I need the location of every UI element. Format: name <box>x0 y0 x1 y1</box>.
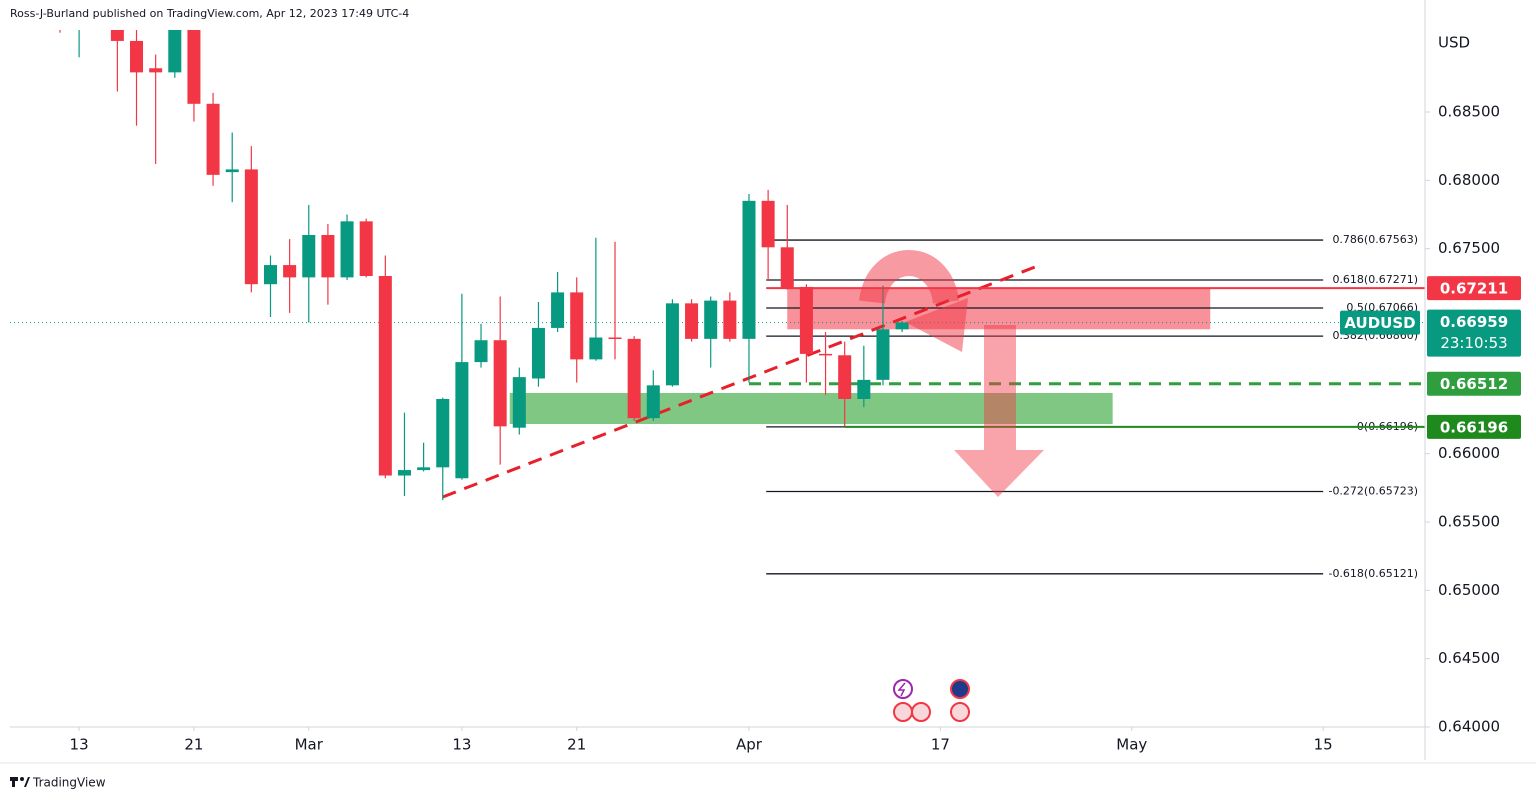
candle-body <box>608 337 622 339</box>
event-icon[interactable] <box>893 702 913 722</box>
zone <box>787 288 1211 330</box>
fib-label: 0.618(0.67271) <box>1332 273 1418 286</box>
price-badge <box>1427 414 1521 439</box>
candle-body <box>110 30 124 41</box>
candle-body <box>283 265 297 278</box>
candle-body <box>359 221 373 276</box>
y-tick-label: 0.65500 <box>1438 513 1500 531</box>
symbol-label: AUDUSD <box>1344 314 1415 332</box>
candle-body <box>302 235 316 278</box>
price-badge <box>1427 371 1521 396</box>
last-price-badge <box>1427 309 1521 357</box>
y-tick-label: 0.65000 <box>1438 581 1500 599</box>
x-tick-label: 21 <box>184 736 203 754</box>
price-badge-label: 0.67211 <box>1440 280 1508 298</box>
candle-body <box>244 169 258 285</box>
candle-body <box>780 247 794 289</box>
candle-body <box>704 300 718 339</box>
candle-body <box>838 355 852 399</box>
fib-label: -0.272(0.65723) <box>1328 485 1418 498</box>
y-tick-label: 0.64000 <box>1438 718 1500 736</box>
candle-body <box>92 0 105 3</box>
candle-body <box>876 329 890 380</box>
candle-body <box>436 399 450 468</box>
price-badge-label: 0.66512 <box>1440 375 1508 393</box>
currency-label: USD <box>1438 34 1470 52</box>
down-arrow-head <box>954 450 1044 497</box>
last-price-label: 0.66959 <box>1440 313 1508 331</box>
y-tick-label: 0.64500 <box>1438 649 1500 667</box>
candle-body <box>819 353 833 356</box>
plot-area: 0.786(0.67563)0.618(0.67271)0.5(0.67066)… <box>10 0 1425 722</box>
candle-body <box>263 265 277 285</box>
event-icon[interactable] <box>893 679 913 699</box>
event-icon[interactable] <box>950 702 970 722</box>
candle-body <box>187 30 201 104</box>
logo-mark <box>12 777 15 787</box>
trendline <box>442 263 1041 499</box>
candle-body <box>340 221 354 278</box>
price-badge <box>1427 276 1521 301</box>
curved-arrow <box>859 250 959 305</box>
x-tick-label: May <box>1116 736 1147 754</box>
overlay <box>859 250 1044 722</box>
y-tick-label: 0.67500 <box>1438 239 1500 257</box>
fib-label: 0.786(0.67563) <box>1332 233 1418 246</box>
candle-body <box>378 276 392 476</box>
candle-body <box>493 340 507 427</box>
symbol-badge <box>1340 310 1420 335</box>
candle-body <box>168 30 182 73</box>
logo-mark <box>20 777 24 781</box>
x-tick-label: Apr <box>736 736 763 754</box>
logo-mark <box>24 777 30 787</box>
candle-body <box>723 300 737 339</box>
y-tick-label: 0.66000 <box>1438 444 1500 462</box>
candle-body <box>589 337 603 360</box>
price-badge-label: 0.66196 <box>1440 418 1508 436</box>
candle-body <box>130 40 144 73</box>
down-arrow-shaft <box>984 325 1016 450</box>
event-icon[interactable] <box>950 679 970 699</box>
x-tick-label: Mar <box>295 736 324 754</box>
event-icon[interactable] <box>911 702 931 722</box>
candle-body <box>685 303 699 339</box>
footer-text: TradingView <box>32 776 106 790</box>
curved-arrow-head <box>905 298 968 352</box>
candle-body <box>455 362 469 479</box>
candle-body <box>570 292 584 360</box>
candle-body <box>149 68 163 73</box>
footer-logo: TradingView <box>10 776 106 790</box>
candle-body <box>531 327 545 379</box>
candle-body <box>857 379 871 399</box>
y-tick-label: 0.68000 <box>1438 171 1500 189</box>
x-tick-label: 15 <box>1314 736 1333 754</box>
x-tick-label: 21 <box>567 736 586 754</box>
attribution: Ross-J-Burland published on TradingView.… <box>10 7 409 20</box>
candle-body <box>799 286 813 354</box>
candle-body <box>665 303 679 386</box>
event-icon-glyph <box>897 682 906 697</box>
candle-body <box>474 340 488 363</box>
x-tick-label: 17 <box>931 736 950 754</box>
candle-body <box>321 235 335 278</box>
y-tick-label: 0.68500 <box>1438 103 1500 121</box>
fib-label: -0.618(0.65121) <box>1328 567 1418 580</box>
candle-body <box>627 338 641 419</box>
candle-body <box>551 292 565 328</box>
candle-body <box>742 200 756 339</box>
x-tick-label: 13 <box>452 736 471 754</box>
candle-body <box>225 169 239 173</box>
candle-body <box>417 467 431 471</box>
candle-body <box>397 470 411 476</box>
x-tick-label: 13 <box>70 736 89 754</box>
candle-body <box>895 322 909 330</box>
candle-body <box>646 385 660 419</box>
candle-body <box>761 200 775 248</box>
candle-body <box>512 377 526 428</box>
countdown: 23:10:53 <box>1440 334 1507 352</box>
zone <box>509 392 1113 425</box>
candle-body <box>206 103 220 175</box>
